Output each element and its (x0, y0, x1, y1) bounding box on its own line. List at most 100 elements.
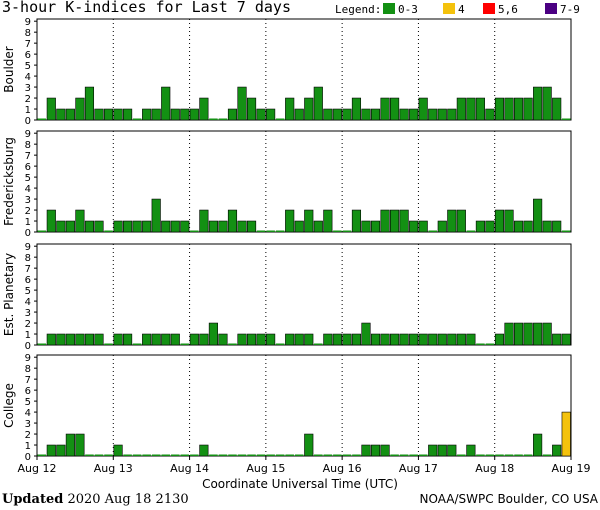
legend-text-0-3: 0-3 (398, 3, 418, 16)
kp-bar (466, 444, 476, 457)
kp-bar (65, 220, 75, 233)
kp-bar-zero (104, 230, 113, 232)
chart-title: 3-hour K-indices for Last 7 days (2, 0, 291, 16)
kp-bar (56, 333, 66, 346)
kp-bar (466, 333, 476, 346)
kp-bar (170, 220, 180, 233)
y-tick-label: 5 (25, 173, 31, 184)
kp-bar-zero (523, 454, 533, 456)
y-tick-label: 6 (25, 50, 31, 61)
kp-bar (437, 333, 447, 346)
kp-bar (447, 333, 457, 346)
kp-bar (380, 97, 390, 121)
kp-bar (208, 220, 218, 233)
kp-bar-zero (266, 454, 275, 456)
kp-bar-zero (266, 230, 275, 232)
y-tick-label: 2 (25, 430, 31, 441)
kp-bar-zero (247, 454, 256, 456)
kp-bar (542, 322, 552, 346)
y-tick-label: 6 (25, 275, 31, 286)
y-tick-label: 4 (25, 184, 31, 195)
kp-bar (65, 108, 75, 121)
kp-bar (561, 411, 571, 457)
updated-value: 2020 Aug 18 2130 (67, 492, 189, 507)
y-tick-label: 2 (25, 319, 31, 330)
kp-bar (46, 97, 56, 121)
kp-bar (208, 322, 218, 346)
y-tick-label: 1 (25, 217, 31, 228)
x-tick-label: Aug 14 (170, 462, 209, 475)
kp-bar (84, 86, 95, 121)
y-tick-label: 9 (25, 129, 31, 140)
kp-bar-zero (132, 454, 142, 456)
kp-bar (246, 220, 257, 233)
kp-bar-zero (514, 454, 523, 456)
kp-bar (533, 322, 543, 346)
x-tick-label: Aug 16 (323, 462, 362, 475)
kp-bar (199, 333, 209, 346)
kp-bar (351, 97, 362, 121)
y-tick-label: 0 (25, 116, 31, 127)
kp-bar (332, 333, 342, 346)
kp-bar-zero (466, 230, 476, 232)
y-tick-label: 3 (25, 83, 31, 94)
kp-bar-zero (476, 454, 485, 456)
updated-timestamp: Updated 2020 Aug 18 2130 (2, 492, 189, 507)
kp-bar (494, 97, 505, 121)
y-tick-label: 1 (25, 105, 31, 116)
kp-bar (533, 433, 543, 457)
kp-bar (380, 444, 390, 457)
kp-bar (304, 97, 314, 121)
kp-bar (351, 333, 362, 346)
kp-bar-zero (333, 230, 342, 232)
kp-bar (447, 108, 457, 121)
x-tick-label: Aug 18 (475, 462, 514, 475)
kp-bar-zero (209, 118, 218, 120)
kp-bar (361, 220, 371, 233)
kp-bar (218, 220, 228, 233)
kp-bar-zero (190, 230, 199, 232)
kp-bar (447, 444, 457, 457)
kp-bar (456, 97, 466, 121)
kp-bar (390, 97, 400, 121)
y-tick-label: 7 (25, 151, 31, 162)
y-tick-label: 5 (25, 286, 31, 297)
kp-bar-zero (171, 454, 180, 456)
kp-bar (285, 97, 295, 121)
kp-bar (199, 97, 209, 121)
kp-bar (227, 209, 238, 233)
kp-bar-zero (428, 230, 437, 232)
y-tick-label: 9 (25, 242, 31, 253)
kp-bar (75, 209, 85, 233)
kp-bar-zero (228, 343, 237, 345)
kp-bar (180, 108, 190, 121)
y-tick-label: 4 (25, 408, 31, 419)
y-tick-label: 5 (25, 397, 31, 408)
kp-bar-zero (85, 454, 94, 456)
legend-item-0-3: 0-3 (383, 3, 418, 16)
kp-bar-zero (123, 454, 132, 456)
kp-bar (552, 220, 562, 233)
kp-bar (304, 209, 314, 233)
legend-text-4: 4 (458, 3, 465, 16)
y-tick-label: 0 (25, 452, 31, 463)
kp-bar (561, 333, 571, 346)
legend-item-4: 4 (443, 3, 465, 16)
kp-bar (246, 333, 257, 346)
kp-bar (113, 220, 123, 233)
kp-bar (361, 444, 371, 457)
kp-bar (409, 108, 419, 121)
kp-bar (513, 322, 524, 346)
panel-frame (36, 130, 572, 233)
kp-bar (294, 333, 304, 346)
kp-bar (151, 108, 161, 121)
kp-bar (523, 97, 533, 121)
y-tick-label: 2 (25, 206, 31, 217)
kp-bar (533, 198, 543, 233)
y-tick-label: 4 (25, 72, 31, 83)
legend-item-5-6: 5,6 (483, 3, 518, 16)
kp-bar-zero (256, 230, 266, 232)
kp-bar (237, 220, 247, 233)
kp-bar-zero (104, 343, 113, 345)
kp-bar (256, 333, 266, 346)
